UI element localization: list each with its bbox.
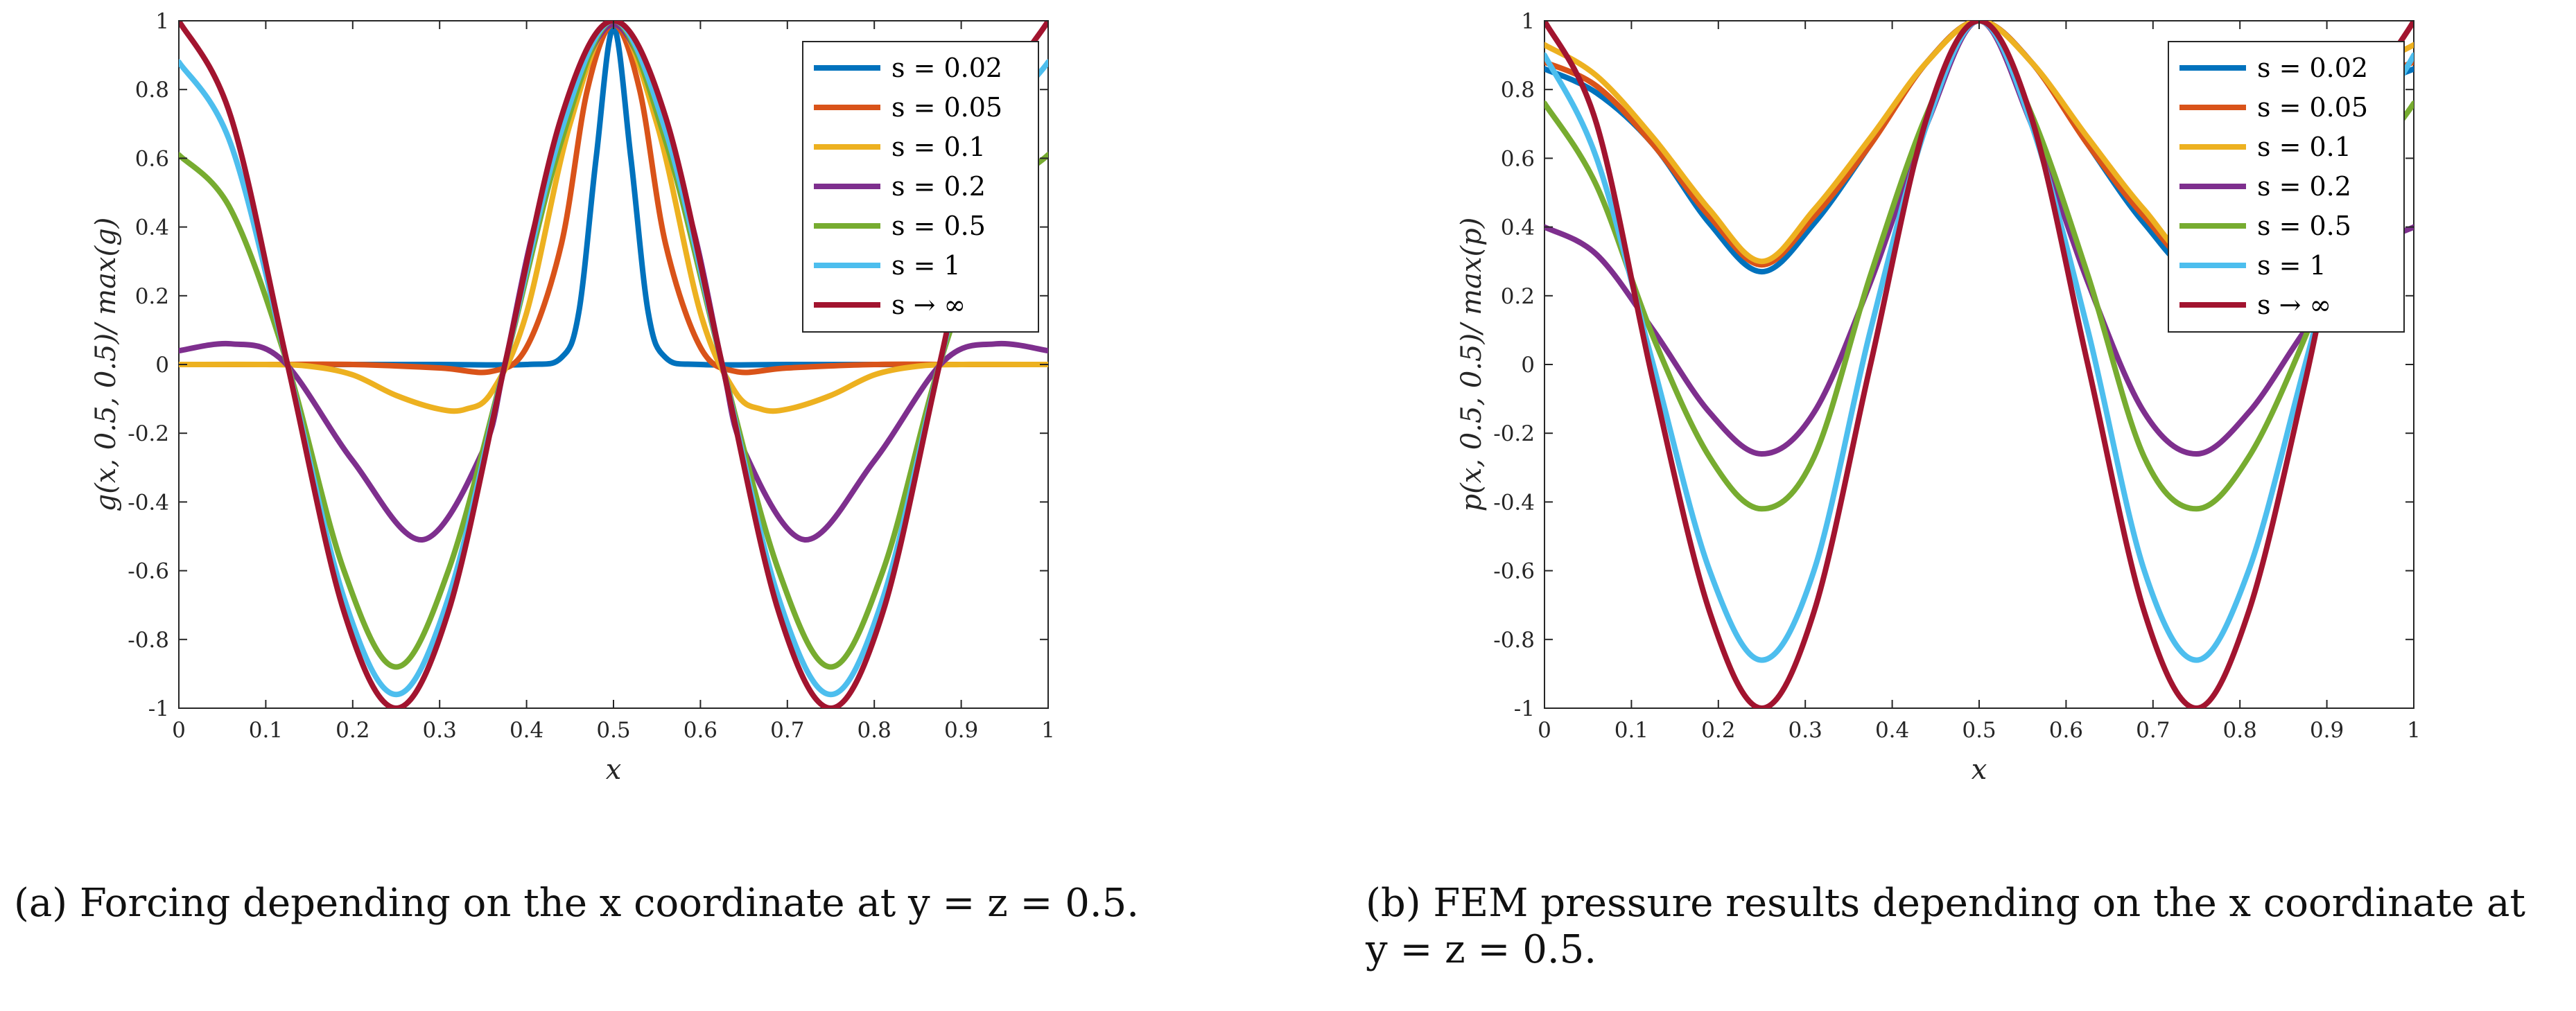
caption-right: (b) FEM pressure results depending on th…: [1366, 881, 2525, 973]
legend-entry: s = 0.1: [2257, 132, 2351, 162]
legend-entry: s = 1: [891, 250, 961, 281]
legend: s = 0.02 s = 0.05 s = 0.1 s = 0.2 s = 0.5 s =…: [802, 41, 1039, 333]
x-tick-label: 0.3: [1789, 718, 1822, 743]
y-tick-label: -1: [1514, 696, 1535, 721]
series-line: [179, 21, 1048, 670]
y-tick-label: 1: [1521, 9, 1535, 34]
x-tick-label: 0.2: [1701, 718, 1735, 743]
x-tick-label: 0.8: [2223, 718, 2257, 743]
legend-entry: s = 0.2: [2257, 171, 2351, 202]
y-tick-label: -1: [148, 696, 169, 721]
x-tick-label: 0.9: [2310, 718, 2344, 743]
y-axis-label: p(x, 0.5, 0.5)/ max(p): [1456, 218, 1488, 512]
legend-entry: s = 0.1: [891, 132, 986, 162]
legend-entry: s = 1: [2257, 250, 2326, 281]
legend-entry: s = 0.02: [891, 53, 1002, 83]
chart-left: 0 0.1 0.2 0.3 0.4 0.5 0.6 0.7 0.8 0.9 1 -1 -0.8 -0.6 -…: [90, 9, 1055, 786]
y-tick-label: 0.4: [135, 216, 169, 240]
x-tick-label: 0.3: [423, 718, 457, 743]
legend-entry: s = 0.2: [891, 171, 986, 202]
x-tick-label: 0.4: [510, 718, 543, 743]
y-tick-label: -0.6: [128, 559, 169, 584]
y-tick-label: 0.8: [135, 78, 169, 103]
x-tick-label: 0: [172, 718, 186, 743]
chart-right: 0 0.1 0.2 0.3 0.4 0.5 0.6 0.7 0.8 0.9 1 -1 -0.8 -0.6 -…: [1456, 9, 2421, 786]
legend-entry: s → ∞: [2257, 290, 2331, 320]
legend: s = 0.02 s = 0.05 s = 0.1 s = 0.2 s = 0.5 s =…: [2168, 41, 2405, 333]
y-tick-label: -0.6: [1493, 559, 1535, 584]
y-tick-label: 0.8: [1501, 78, 1535, 103]
x-tick-label: 1: [1041, 718, 1055, 743]
series-line: [1544, 21, 2414, 457]
y-tick-label: -0.4: [1493, 490, 1535, 515]
y-tick-label: -0.8: [1493, 628, 1535, 653]
y-tick-label: 0.6: [135, 146, 169, 171]
legend-entry: s = 0.05: [891, 92, 1002, 123]
y-tick-label: 0: [155, 353, 169, 378]
y-tick-label: 0.2: [135, 284, 169, 309]
caption-left: (a) Forcing depending on the x coordinat…: [14, 881, 1140, 926]
x-tick-label: 0: [1538, 718, 1551, 743]
x-tick-label: 0.7: [2136, 718, 2170, 743]
y-axis-label: g(x, 0.5, 0.5)/ max(g): [90, 218, 122, 512]
x-tick-label: 0.1: [1615, 718, 1648, 743]
series-line: [179, 21, 1048, 708]
x-tick-label: 0.5: [596, 718, 630, 743]
legend-entry: s = 0.5: [891, 211, 986, 241]
x-tick-label: 0.2: [336, 718, 369, 743]
legend-entry: s = 0.5: [2257, 211, 2351, 241]
legend-entry: s = 0.02: [2257, 53, 2368, 83]
legend-entry: s → ∞: [891, 290, 966, 320]
y-tick-label: 0: [1521, 353, 1535, 378]
x-axis-label: x: [1972, 754, 1987, 786]
x-tick-label: 0.7: [770, 718, 804, 743]
y-tick-label: -0.4: [128, 490, 169, 515]
x-tick-label: 1: [2407, 718, 2421, 743]
y-tick-label: 1: [155, 9, 169, 34]
x-tick-label: 0.8: [858, 718, 891, 743]
y-tick-label: -0.2: [128, 421, 169, 446]
y-tick-label: 0.2: [1501, 284, 1535, 309]
x-tick-label: 0.6: [2049, 718, 2083, 743]
y-tick-label: -0.2: [1493, 421, 1535, 446]
series-line: [1544, 21, 2414, 663]
y-tick-label: 0.4: [1501, 216, 1535, 240]
legend-entry: s = 0.05: [2257, 92, 2368, 123]
x-tick-label: 0.9: [944, 718, 978, 743]
series-line: [179, 21, 1048, 414]
y-tick-label: 0.6: [1501, 146, 1535, 171]
series-line: [1544, 21, 2414, 708]
x-tick-label: 0.6: [684, 718, 717, 743]
x-tick-label: 0.4: [1875, 718, 1909, 743]
series-line: [1544, 21, 2414, 512]
x-axis-label: x: [606, 754, 622, 786]
x-tick-label: 0.5: [1962, 718, 1996, 743]
x-tick-label: 0.1: [249, 718, 283, 743]
y-tick-label: -0.8: [128, 628, 169, 653]
